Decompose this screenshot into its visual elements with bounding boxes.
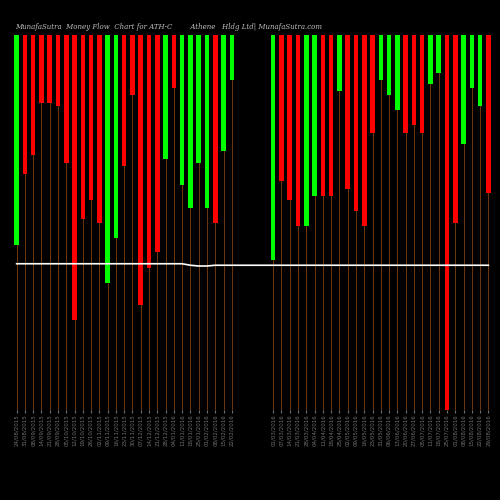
Bar [320,35,325,196]
Bar [462,35,466,144]
Bar [172,35,176,88]
Bar [362,35,366,226]
Bar [89,35,94,200]
Bar [114,35,118,237]
Bar [230,35,234,80]
Bar [204,35,210,208]
Bar [412,35,416,125]
Bar [31,35,36,155]
Bar [80,35,85,219]
Bar [138,35,143,305]
Text: MunafaSutra  Money Flow  Chart for ATH-C        Athene   Hldg Ltd| MunafaSutra.c: MunafaSutra Money Flow Chart for ATH-C A… [15,23,322,31]
Bar [288,35,292,200]
Bar [222,35,226,151]
Bar [56,35,60,106]
Bar [404,35,408,132]
Bar [180,35,184,185]
Bar [97,35,102,222]
Bar [106,35,110,282]
Bar [64,35,68,162]
Bar [164,35,168,159]
Bar [478,35,482,106]
Bar [486,35,490,192]
Bar [453,35,458,222]
Bar [395,35,400,110]
Bar [312,35,317,196]
Bar [304,35,308,226]
Bar [188,35,192,208]
Bar [147,35,152,268]
Bar [470,35,474,88]
Bar [329,35,334,196]
Bar [337,35,342,91]
Bar [346,35,350,188]
Bar [436,35,441,72]
Bar [22,35,27,174]
Bar [48,35,52,102]
Bar [213,35,218,222]
Bar [72,35,77,320]
Bar [378,35,383,80]
Bar [155,35,160,252]
Bar [370,35,375,132]
Bar [387,35,392,95]
Bar [130,35,135,95]
Bar [296,35,300,226]
Bar [122,35,126,166]
Bar [39,35,44,102]
Bar [196,35,201,162]
Bar [279,35,283,181]
Bar [14,35,19,245]
Bar [428,35,432,84]
Bar [420,35,424,132]
Bar [444,35,450,410]
Bar [271,35,276,260]
Bar [354,35,358,211]
